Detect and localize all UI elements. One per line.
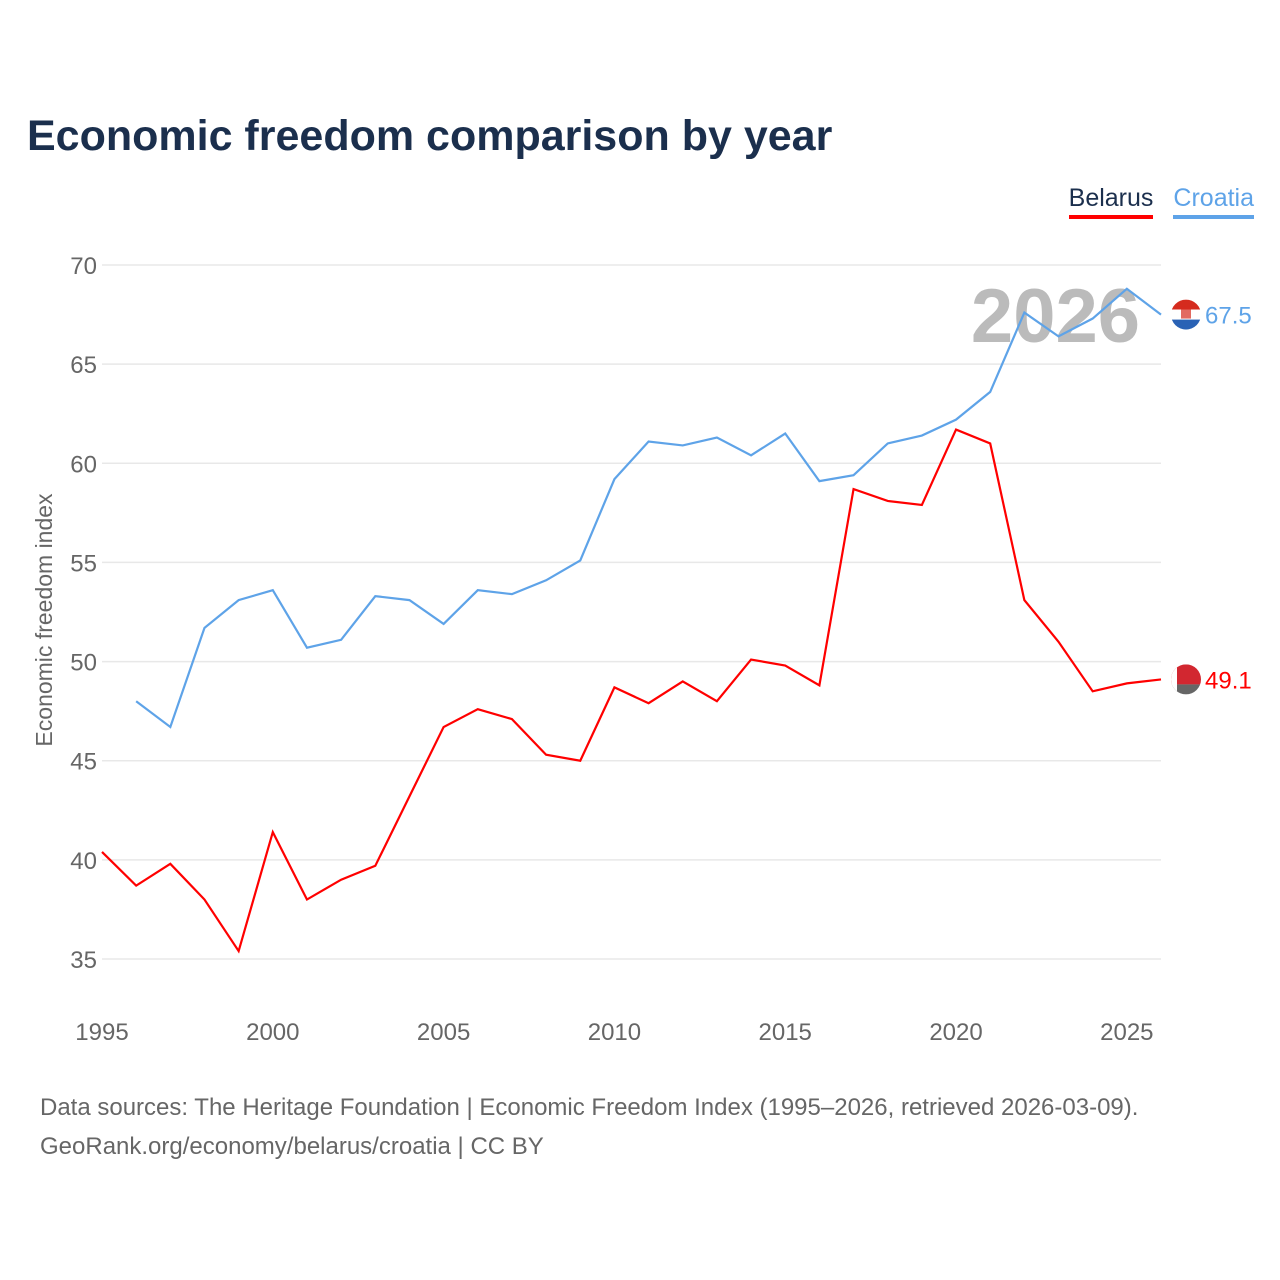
footer-sources: Data sources: The Heritage Foundation | … bbox=[40, 1094, 1139, 1121]
chart-title: Economic freedom comparison by year bbox=[27, 112, 833, 160]
y-tick-label: 45 bbox=[70, 749, 97, 776]
footer: Data sources: The Heritage Foundation | … bbox=[40, 1088, 1138, 1166]
croatia-flag-icon bbox=[1171, 299, 1201, 330]
x-tick-label: 1995 bbox=[75, 1019, 128, 1046]
y-tick-label: 55 bbox=[70, 550, 97, 577]
belarus-flag-icon bbox=[1171, 664, 1201, 695]
x-tick-label: 2025 bbox=[1100, 1019, 1153, 1046]
series-line-croatia bbox=[135, 287, 1162, 729]
x-tick-label: 2005 bbox=[417, 1019, 470, 1046]
y-tick-label: 70 bbox=[70, 253, 97, 280]
y-tick-label: 50 bbox=[70, 650, 97, 677]
y-axis-label: Economic freedom index bbox=[31, 493, 57, 747]
legend-croatia[interactable]: Croatia bbox=[1173, 184, 1254, 219]
end-value-label-croatia: 67.5 bbox=[1205, 303, 1252, 330]
y-tick-label: 40 bbox=[70, 848, 97, 875]
year-watermark: 2026 bbox=[971, 274, 1140, 359]
x-tick-label: 2020 bbox=[929, 1019, 982, 1046]
y-tick-label: 65 bbox=[70, 352, 97, 379]
x-tick-label: 2000 bbox=[246, 1019, 299, 1046]
end-value-label-belarus: 49.1 bbox=[1205, 667, 1252, 694]
x-tick-label: 2015 bbox=[759, 1019, 812, 1046]
legend: Belarus Croatia bbox=[1068, 184, 1254, 219]
y-tick-label: 35 bbox=[70, 947, 97, 974]
footer-link[interactable]: GeoRank.org/economy/belarus/croatia | CC… bbox=[40, 1133, 544, 1160]
x-tick-label: 2010 bbox=[588, 1019, 641, 1046]
legend-belarus[interactable]: Belarus bbox=[1068, 184, 1154, 219]
series-line-belarus bbox=[101, 428, 1162, 954]
y-tick-label: 60 bbox=[70, 451, 97, 478]
